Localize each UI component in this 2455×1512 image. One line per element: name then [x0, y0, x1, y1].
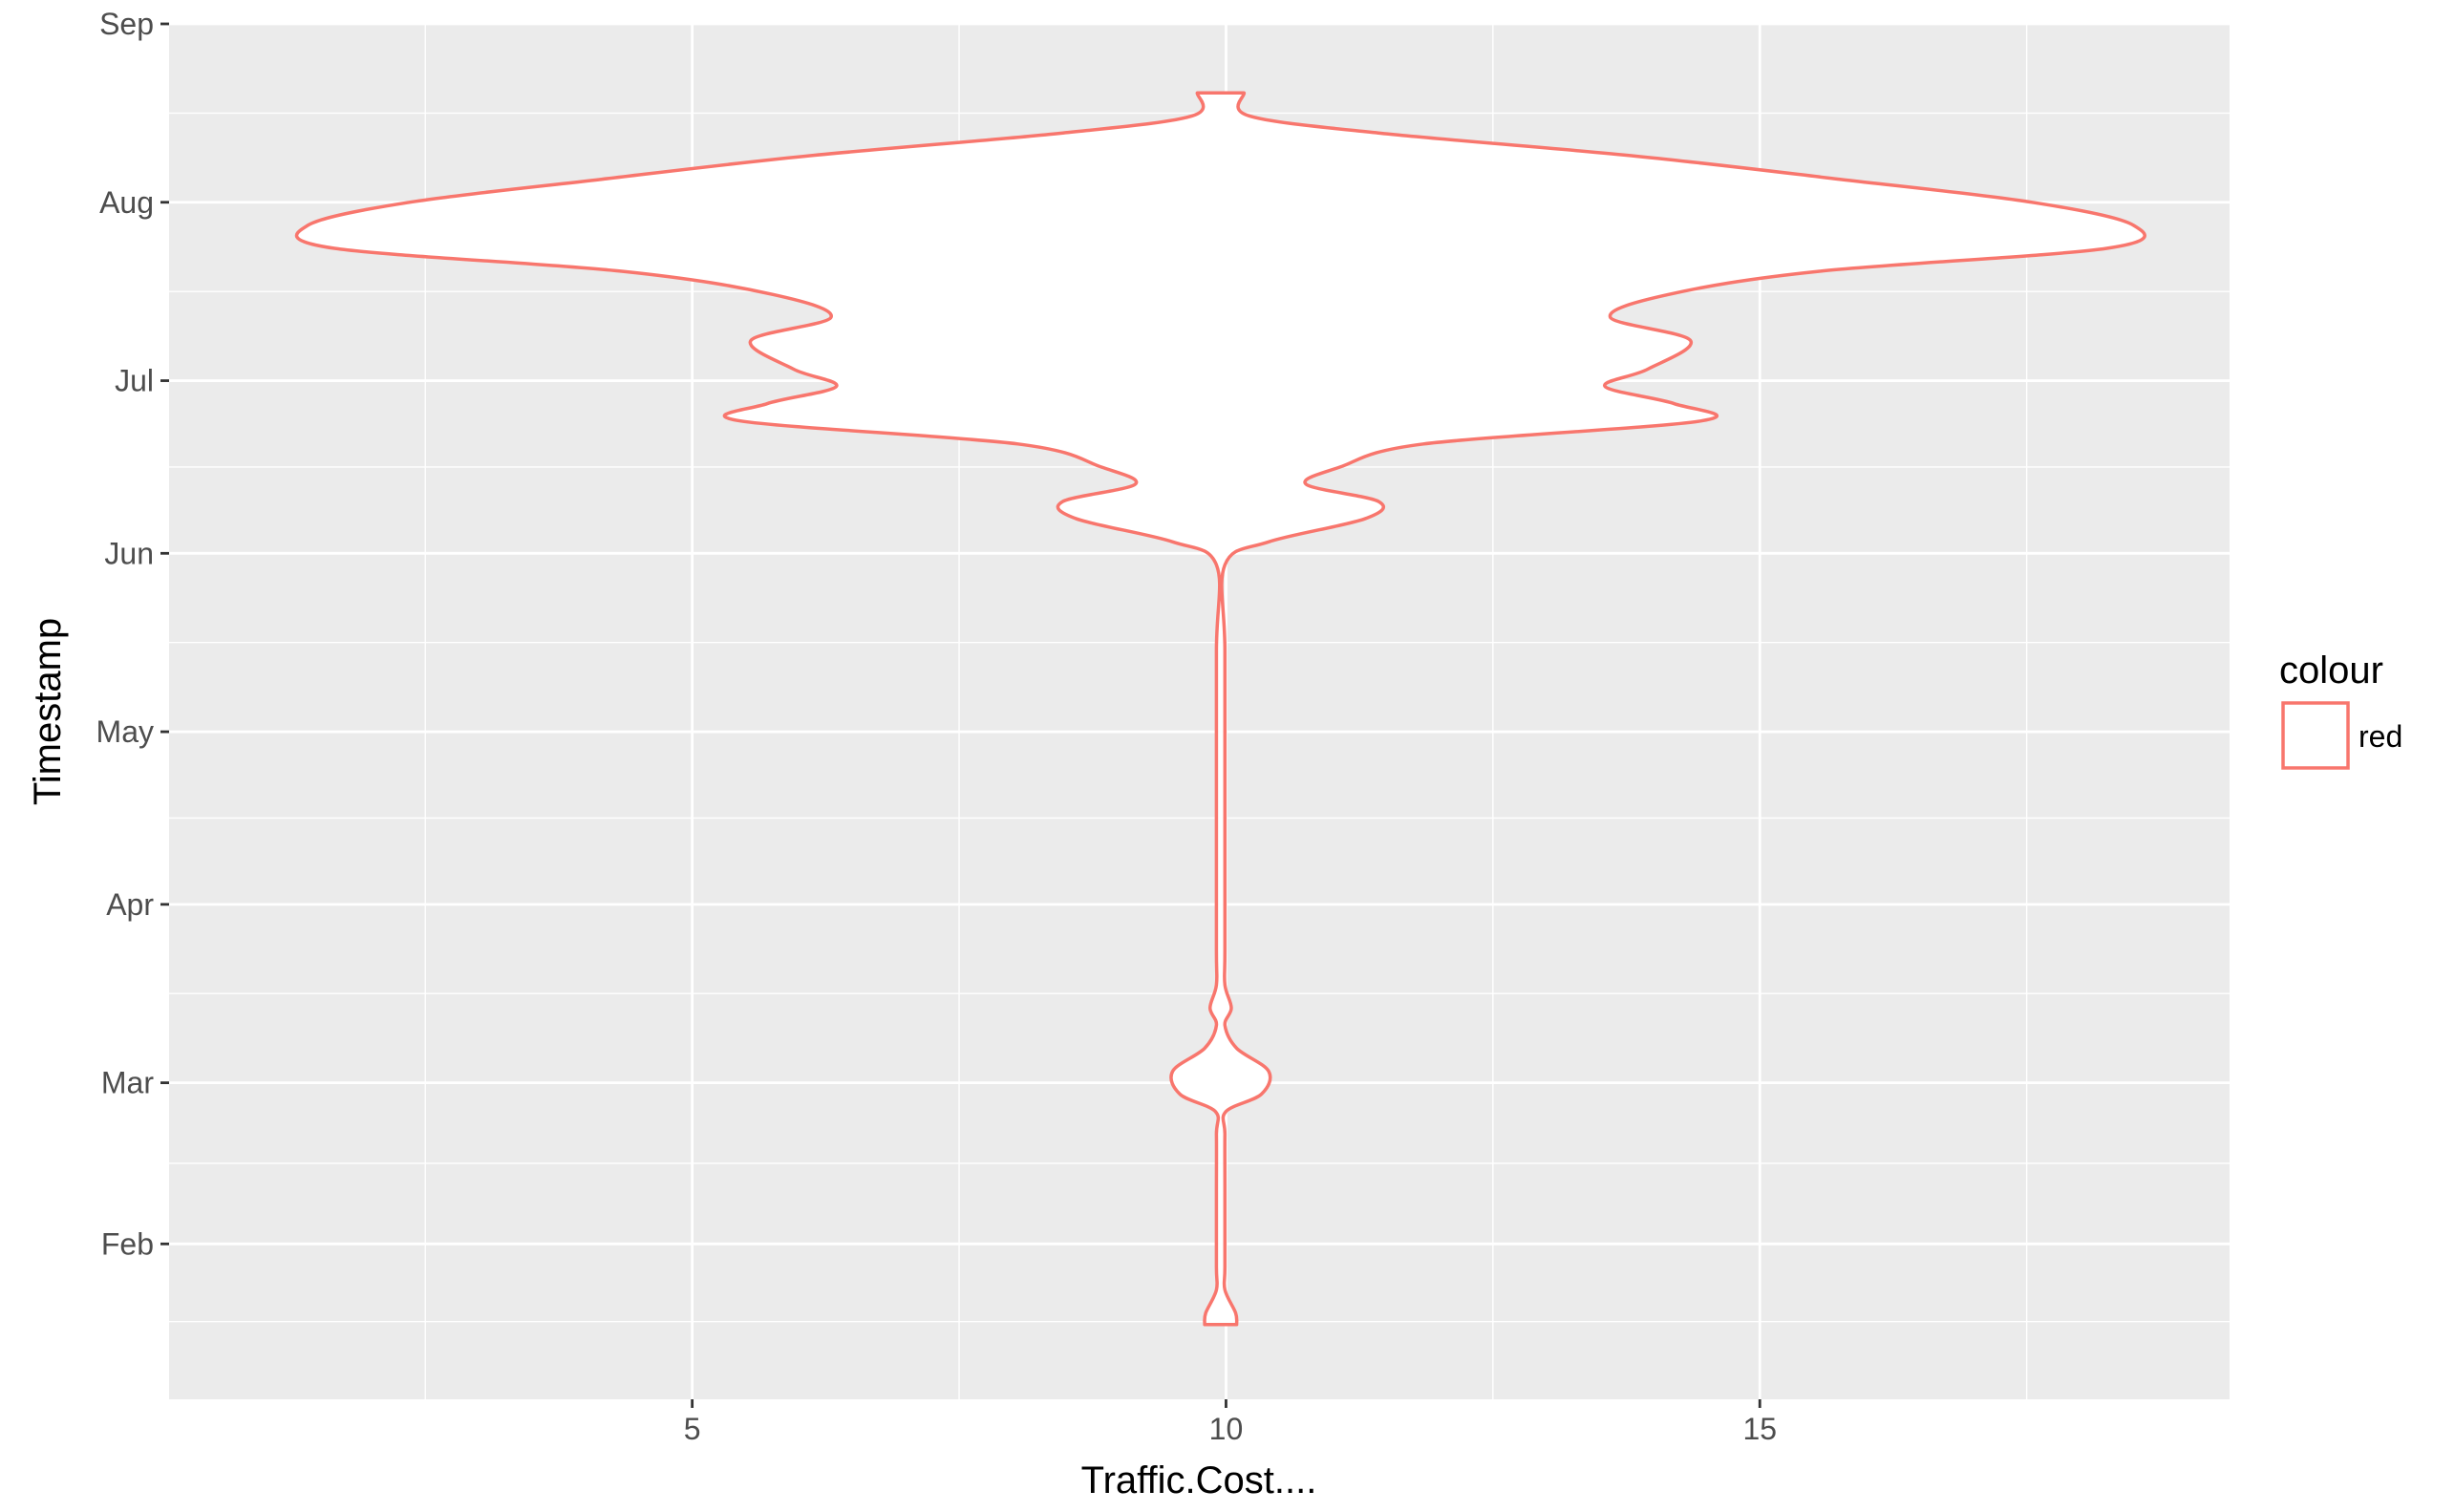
y-tick-label: Jul [115, 364, 154, 398]
x-tick-label: 15 [1742, 1412, 1777, 1446]
x-tick-label: 5 [684, 1412, 701, 1446]
violin-body [294, 91, 2146, 1327]
y-tick-label: Feb [101, 1226, 154, 1261]
x-axis-title: Traffic.Cost.... [1081, 1459, 1317, 1501]
y-tick-label: Jun [104, 536, 154, 570]
y-tick-label: May [96, 714, 154, 749]
y-tick-label: Mar [101, 1066, 154, 1100]
y-tick-label: Aug [99, 185, 154, 220]
legend-key [2281, 701, 2350, 770]
y-tick-label: Sep [99, 7, 154, 41]
legend-label: red [2359, 719, 2402, 754]
violin-layer [294, 91, 2146, 1327]
x-axis: 5 10 15 [684, 1399, 1777, 1446]
legend-title: colour [2279, 650, 2383, 692]
y-axis: Feb Mar Apr May Jun Jul Aug Sep [96, 7, 169, 1261]
y-axis-title: Timestamp [27, 618, 69, 805]
x-tick-label: 10 [1209, 1412, 1244, 1446]
y-tick-label: Apr [106, 887, 154, 922]
legend: colour red [2279, 650, 2402, 770]
